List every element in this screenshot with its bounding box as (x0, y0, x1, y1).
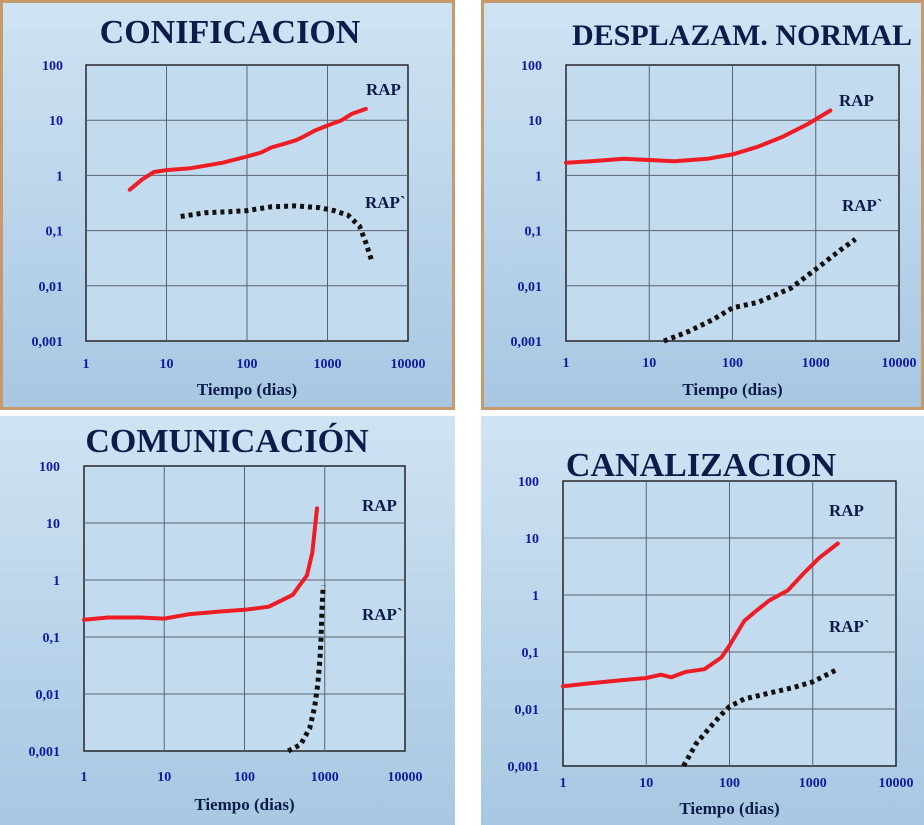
y-tick-label: 100 (39, 460, 60, 475)
y-tick-label: 0,1 (43, 631, 61, 646)
x-tick-label: 1000 (314, 357, 342, 372)
series-line-rap-dotted (180, 203, 374, 261)
chart-svg: DESPLAZAM. NORMAL 100 10 1 0,1 0,01 0,001 1 10 10… (511, 19, 917, 399)
x-tick-label: 10000 (391, 357, 426, 372)
x-axis-label: Tiempo (dias) (679, 799, 779, 818)
y-tick-label: 0,001 (508, 760, 540, 775)
y-tick-label: 0,01 (39, 280, 64, 295)
y-tick-label: 1 (56, 169, 63, 184)
y-tick-label: 1 (53, 574, 60, 589)
series-label: RAP` (365, 193, 406, 212)
series-label: RAP (829, 501, 864, 520)
chart-svg: CONIFICACION 100 10 1 0,1 0,01 0,001 1 10 100 1000… (32, 14, 426, 399)
series-line-rap (127, 106, 368, 192)
x-tick-label: 1 (81, 770, 88, 785)
x-tick-label: 1000 (799, 776, 827, 791)
chart-title: DESPLAZAM. NORMAL (572, 19, 912, 52)
y-tick-label: 0,001 (29, 745, 61, 760)
y-tick-label: 0,1 (46, 225, 64, 240)
y-tick-label: 1 (532, 589, 539, 604)
series-line-rap (561, 541, 840, 689)
series-line-rap-dotted (681, 666, 839, 768)
y-tick-label: 10 (49, 114, 63, 129)
y-tick-label: 10 (46, 517, 60, 532)
x-axis-label: Tiempo (dias) (682, 380, 782, 399)
x-tick-label: 10000 (388, 770, 423, 785)
y-tick-label: 10 (525, 532, 539, 547)
series-line-rap (564, 108, 833, 165)
y-tick-label: 0,1 (525, 225, 543, 240)
x-axis-label: Tiempo (dias) (194, 795, 294, 814)
series-label: RAP` (842, 196, 883, 215)
chart-title: CANALIZACION (566, 447, 837, 484)
y-tick-label: 0,01 (518, 280, 543, 295)
chart-panel-comunicacion: COMUNICACIÓN 100 10 1 0,1 0,01 0,001 1 10 100 1000… (0, 416, 455, 825)
chart-panel-desplazamiento-normal: DESPLAZAM. NORMAL 100 10 1 0,1 0,01 0,001 1 10 10… (481, 0, 924, 410)
x-tick-label: 100 (234, 770, 255, 785)
y-tick-label: 1 (535, 169, 542, 184)
y-tick-label: 10 (528, 114, 542, 129)
y-tick-label: 0,1 (522, 646, 540, 661)
chart-svg: COMUNICACIÓN 100 10 1 0,1 0,01 0,001 1 10 100 1000… (29, 422, 423, 814)
x-tick-label: 10 (642, 356, 656, 371)
x-tick-label: 1000 (311, 770, 339, 785)
x-tick-label: 1 (563, 356, 570, 371)
series-line-rap-dotted (287, 585, 326, 754)
x-tick-label: 10 (639, 776, 653, 791)
x-tick-label: 10 (157, 770, 171, 785)
chart-title: COMUNICACIÓN (85, 422, 369, 460)
x-tick-label: 10000 (882, 356, 917, 371)
series-label: RAP (839, 91, 874, 110)
x-tick-label: 1 (560, 776, 567, 791)
chart-svg: CANALIZACION 100 10 1 0,1 0,01 0,001 1 10 100 1000… (508, 447, 914, 818)
x-tick-label: 1000 (802, 356, 830, 371)
chart-panel-conificacion: CONIFICACION 100 10 1 0,1 0,01 0,001 1 10 100 1000… (0, 0, 455, 410)
y-tick-label: 0,01 (515, 703, 540, 718)
y-tick-label: 0,001 (511, 335, 543, 350)
x-tick-label: 100 (719, 776, 740, 791)
x-tick-label: 100 (237, 357, 258, 372)
y-tick-label: 0,001 (32, 335, 64, 350)
y-tick-label: 100 (521, 59, 542, 74)
x-tick-label: 100 (722, 356, 743, 371)
series-label: RAP` (362, 605, 403, 624)
y-tick-label: 100 (518, 475, 539, 490)
series-line-rap (82, 506, 319, 622)
x-tick-label: 10 (160, 357, 174, 372)
y-tick-label: 0,01 (36, 688, 61, 703)
chart-panel-canalizacion: CANALIZACION 100 10 1 0,1 0,01 0,001 1 10 100 1000… (481, 416, 924, 825)
x-axis-label: Tiempo (dias) (197, 380, 297, 399)
y-tick-label: 100 (42, 59, 63, 74)
series-label: RAP (366, 80, 401, 99)
chart-title: CONIFICACION (100, 14, 361, 51)
series-label: RAP` (829, 617, 870, 636)
series-label: RAP (362, 496, 397, 515)
x-tick-label: 10000 (879, 776, 914, 791)
x-tick-label: 1 (83, 357, 90, 372)
